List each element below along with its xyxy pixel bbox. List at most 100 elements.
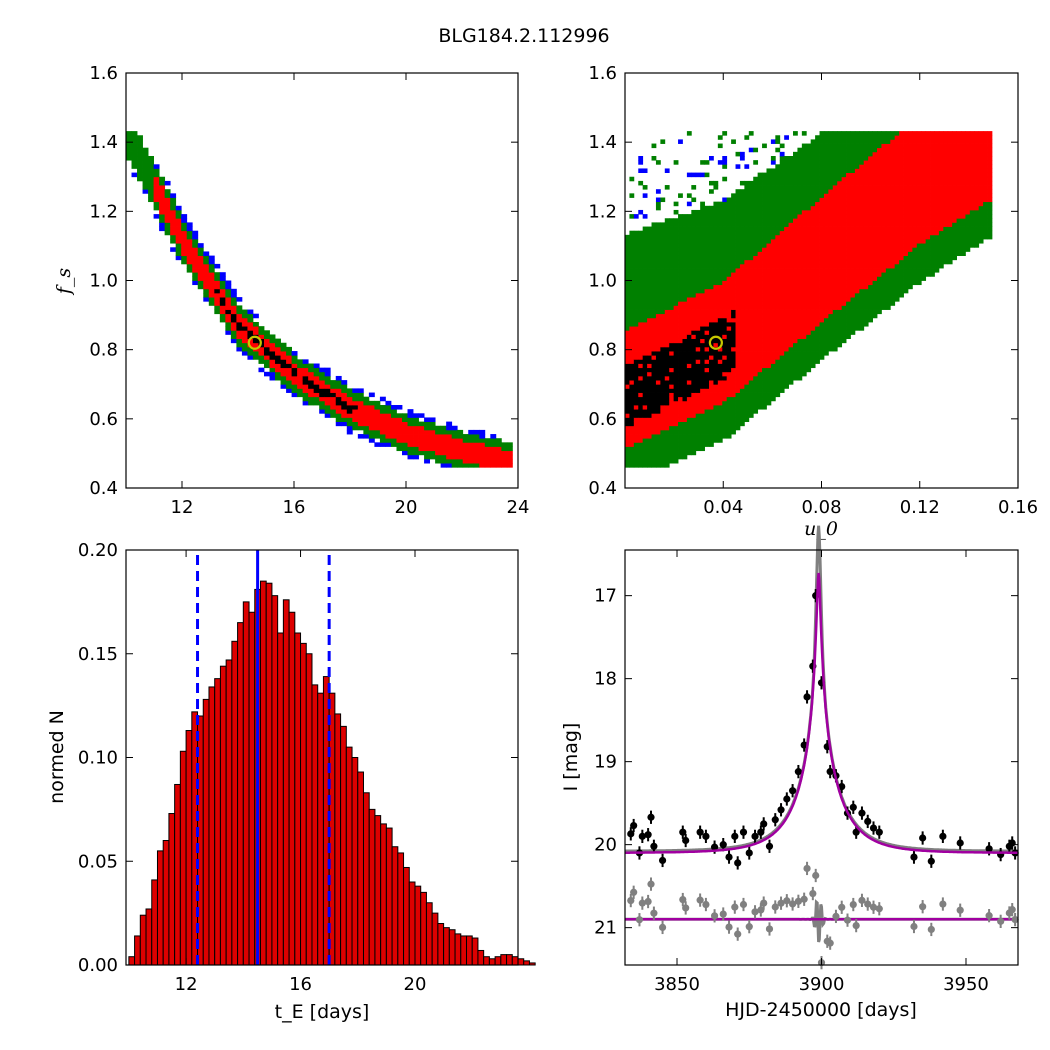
fs-u0-cell	[854, 251, 860, 256]
fs-te-cell	[247, 330, 254, 335]
fs-u0-cell	[766, 263, 772, 269]
fs-u0-cell	[625, 355, 630, 360]
fs-u0-cell	[625, 255, 630, 261]
fs-u0-cell	[775, 342, 781, 348]
fs-u0-cell	[766, 189, 772, 194]
fs-u0-cell	[793, 151, 798, 157]
fs-u0-cell	[647, 342, 652, 348]
fs-u0-cell	[961, 234, 966, 240]
fs-u0-cell	[709, 317, 714, 323]
fs-u0-cell	[938, 139, 944, 144]
fs-u0-cell	[678, 388, 683, 393]
fs-u0-cell	[691, 222, 697, 227]
fs-u0-cell	[678, 342, 683, 348]
fs-u0-cell	[739, 405, 745, 410]
fs-u0-cell	[744, 342, 750, 348]
fs-u0-cell	[872, 205, 878, 211]
fs-te-cell	[230, 322, 237, 327]
fs-u0-cell	[899, 172, 904, 178]
fs-u0-cell	[859, 193, 865, 198]
fs-u0-cell	[797, 160, 803, 165]
fs-u0-cell	[907, 131, 913, 136]
fs-te-cell	[252, 342, 259, 348]
fs-u0-cell	[762, 280, 767, 286]
fs-te-cell	[297, 359, 304, 364]
fs-u0-cell	[956, 201, 962, 207]
fs-u0-cell	[691, 280, 697, 286]
fs-u0-cell	[709, 409, 714, 414]
fs-te-cell	[379, 405, 386, 410]
fs-u0-cell	[713, 292, 719, 298]
fs-u0-cell	[686, 309, 692, 315]
fs-te-cell	[197, 243, 204, 248]
fs-u0-cell	[779, 263, 785, 269]
fs-u0-cell	[629, 438, 635, 443]
fs-u0-cell	[762, 297, 767, 302]
fs-u0-xtick-label: 0.04	[703, 497, 743, 518]
fs-u0-cell	[934, 189, 940, 194]
fs-u0-cell	[713, 434, 719, 439]
fs-te-cell	[181, 251, 188, 256]
fs-u0-cell	[925, 251, 931, 256]
fs-u0-cell	[930, 268, 935, 273]
fs-u0-cell	[828, 334, 834, 339]
fs-u0-cell	[766, 251, 772, 256]
fs-u0-cell	[682, 284, 688, 290]
fs-u0-cell	[664, 292, 670, 298]
fs-u0-cell	[625, 400, 630, 406]
fs-u0-cell	[664, 458, 670, 464]
fs-u0-cell	[828, 243, 834, 248]
fs-u0-cell	[686, 292, 692, 298]
fs-u0-cell	[846, 305, 851, 310]
fs-u0-cell	[766, 230, 772, 236]
fs-u0-cell	[819, 243, 825, 248]
fs-u0-cell	[943, 193, 949, 198]
fs-u0-cell	[978, 164, 984, 169]
fs-u0-cell	[682, 375, 688, 381]
fs-u0-cell	[647, 355, 652, 360]
fs-u0-cell	[700, 371, 705, 377]
fs-u0-cell	[859, 322, 865, 327]
fs-u0-cell	[770, 226, 776, 232]
fs-u0-cell	[775, 147, 781, 153]
fs-te-cell	[457, 458, 464, 464]
fs-u0-cell	[744, 322, 750, 327]
fs-u0-cell	[748, 251, 754, 256]
fs-u0-cell	[744, 214, 750, 219]
fs-u0-cell	[673, 342, 679, 348]
fs-te-cell	[424, 438, 430, 443]
fs-u0-cell	[797, 317, 803, 323]
fs-u0-cell	[868, 222, 873, 227]
fs-u0-cell	[709, 359, 714, 364]
fs-te-cell	[197, 247, 204, 252]
fs-u0-cell	[912, 230, 918, 236]
fs-u0-cell	[810, 164, 816, 169]
fs-te-cell	[490, 463, 497, 468]
fs-u0-cell	[691, 326, 697, 331]
fs-u0-cell	[819, 151, 825, 157]
fs-u0-cell	[748, 342, 754, 348]
fs-u0-cell	[863, 156, 869, 161]
fs-te-cell	[446, 442, 453, 447]
fs-u0-cell	[987, 168, 993, 173]
fs-u0-cell	[691, 417, 697, 422]
fs-u0-cell	[766, 396, 772, 402]
fs-u0-cell	[938, 222, 944, 227]
fs-te-cell	[181, 255, 188, 261]
fs-te-cell	[440, 446, 447, 452]
fs-te-cell	[484, 463, 491, 468]
fs-u0-cell	[717, 297, 723, 302]
fs-te-cell	[440, 454, 447, 460]
fs-u0-cell	[877, 280, 882, 286]
fs-u0-cell	[717, 276, 723, 281]
fs-u0-cell	[664, 442, 670, 447]
fs-u0-cell	[934, 131, 940, 136]
fs-u0-cell	[717, 429, 723, 435]
fs-te-cell	[252, 326, 259, 331]
fs-u0-cell	[832, 309, 838, 315]
fs-u0-cell	[810, 247, 816, 252]
fs-u0-cell	[956, 156, 962, 161]
fs-u0-cell	[691, 421, 697, 427]
fs-te-cell	[313, 375, 320, 381]
fs-te-cell	[203, 280, 210, 286]
